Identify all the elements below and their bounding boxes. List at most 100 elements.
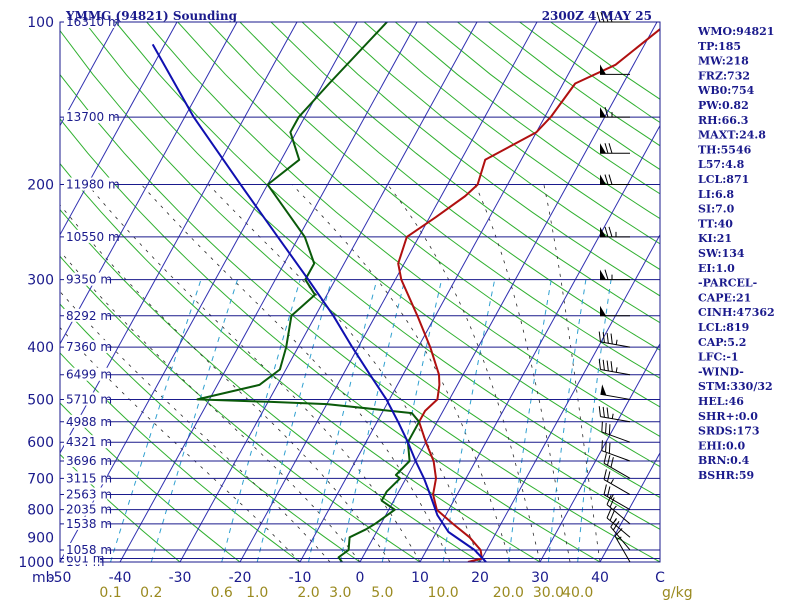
- mixing-ratio-label: 30.0: [533, 585, 564, 600]
- height-label: 5710 m: [66, 392, 112, 406]
- height-label: 2035 m: [66, 503, 112, 517]
- wind-barb: [600, 269, 630, 281]
- height-label-bg: [64, 110, 115, 124]
- wind-barb-flag: [608, 226, 613, 238]
- wind-barb: [600, 174, 630, 186]
- wind-barb: [606, 494, 631, 525]
- wind-barb-half-flag: [615, 367, 618, 373]
- isotherm-line: [479, 233, 660, 562]
- index-entry: HEL:46: [698, 395, 744, 408]
- index-entry: WB0:754: [697, 84, 755, 97]
- temperature-tick-label: -50: [49, 570, 72, 586]
- height-label-bg: [64, 177, 115, 191]
- index-entry: MW:218: [698, 55, 749, 68]
- moist-adiabat-line: [141, 184, 451, 562]
- wind-barb-flag: [608, 442, 611, 454]
- isotherm-line: [539, 342, 660, 562]
- index-entry: KI:21: [698, 232, 732, 245]
- mixing-ratio-label: 40.0: [562, 585, 593, 600]
- pressure-tick-label: 700: [27, 471, 54, 487]
- pressure-unit: mb: [32, 570, 55, 586]
- mixing-ratio-line: [221, 279, 301, 562]
- wind-barb-staff: [606, 517, 631, 538]
- skewt-grid: [60, 22, 660, 562]
- wind-barb: [600, 106, 630, 118]
- height-label: 11980 m: [66, 178, 120, 192]
- dry-adiabat-line: [550, 22, 660, 100]
- wind-barb-staff: [603, 494, 631, 511]
- temperature-tick-label: -20: [229, 570, 252, 586]
- wind-barb: [598, 359, 631, 376]
- wind-barb-flag: [602, 332, 605, 343]
- wind-barb-flag: [601, 421, 603, 432]
- mixing-ratio-line: [256, 279, 333, 562]
- isotherm-line: [179, 22, 478, 562]
- wind-barb: [601, 440, 631, 462]
- temperature-tick-label: 10: [411, 570, 429, 586]
- index-entry: LFC:-1: [698, 351, 739, 364]
- height-label: 1538 m: [66, 517, 112, 531]
- isotherm-line: [419, 124, 660, 562]
- index-entry: CAP:5.2: [698, 336, 746, 349]
- isotherm-line: [60, 22, 358, 562]
- temperature-tick-label: -10: [289, 570, 312, 586]
- temperature-tick-label: 20: [471, 570, 489, 586]
- mixing-ratio-line: [547, 279, 587, 562]
- isotherm-line: [60, 22, 238, 345]
- temperature-tick-label: -40: [109, 570, 132, 586]
- index-entry: MAXT:24.8: [698, 129, 766, 142]
- wind-barb-half-flag: [612, 505, 617, 511]
- height-label: 3115 m: [66, 471, 112, 485]
- mixing-ratio-unit: g/kg: [662, 585, 693, 600]
- pressure-tick-label: 100: [27, 15, 54, 31]
- wind-barb-flag: [610, 361, 613, 372]
- wind-barb-staff: [600, 393, 631, 400]
- wind-barb-flag: [606, 407, 609, 419]
- dry-adiabat-line: [60, 73, 660, 562]
- wind-barb-flag: [598, 359, 601, 370]
- height-label: 13700 m: [66, 110, 120, 124]
- height-label-bg: [64, 453, 108, 467]
- height-label-bg: [64, 487, 108, 501]
- skewt-profiles: [151, 22, 660, 562]
- index-entry: SW:134: [698, 247, 745, 260]
- parcel-profile-line: [151, 43, 487, 562]
- wind-barb-staff: [614, 535, 631, 563]
- wind-barb: [603, 453, 631, 479]
- isotherm-line: [60, 22, 298, 454]
- wind-barb-flag: [601, 440, 603, 451]
- wind-barb: [600, 384, 631, 400]
- index-entry: -WIND-: [698, 365, 744, 378]
- wind-barb-staff: [601, 450, 631, 462]
- wind-barb-half-flag: [612, 518, 617, 524]
- wind-barb-staff: [600, 341, 631, 348]
- mixing-ratio-label: 20.0: [493, 585, 524, 600]
- mixing-ratio-line: [507, 279, 552, 562]
- dry-adiabat-line: [60, 303, 361, 562]
- wind-barb-staff: [600, 369, 631, 376]
- pressure-tick-label: 900: [27, 530, 54, 546]
- mixing-ratio-label: 0.6: [211, 585, 233, 600]
- temperature-tick-label: 30: [531, 570, 549, 586]
- index-entry: -PARCEL-: [698, 277, 757, 290]
- wind-barb-flag: [608, 143, 613, 154]
- wind-barb-flag: [606, 471, 611, 482]
- height-label-bg: [64, 502, 108, 516]
- wind-barb-flag: [609, 510, 615, 521]
- isotherm-line: [299, 22, 598, 562]
- index-entry: RH:66.3: [698, 114, 748, 127]
- wind-barb: [600, 143, 630, 154]
- height-label: 8292 m: [66, 309, 112, 323]
- height-label: 4321 m: [66, 435, 112, 449]
- index-entry: LCL:871: [698, 173, 749, 186]
- pressure-tick-label: 500: [27, 392, 54, 408]
- wind-barb-flag: [606, 486, 611, 497]
- index-entry: L57:4.8: [698, 158, 745, 171]
- height-label: 3696 m: [66, 454, 112, 468]
- isotherm-line: [119, 22, 418, 562]
- index-entry: PW:0.82: [698, 99, 749, 112]
- plot-frame: [59, 21, 661, 563]
- temperature-unit: C: [655, 570, 665, 586]
- wind-barb: [600, 64, 630, 75]
